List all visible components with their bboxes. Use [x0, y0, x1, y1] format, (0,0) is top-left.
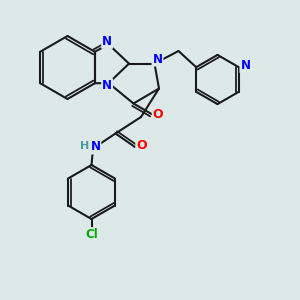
Text: O: O	[153, 107, 164, 121]
Text: N: N	[90, 140, 100, 154]
Text: N: N	[102, 35, 112, 48]
Text: N: N	[240, 59, 250, 72]
Text: Cl: Cl	[85, 228, 98, 241]
Text: N: N	[102, 79, 112, 92]
Text: N: N	[152, 52, 163, 66]
Text: H: H	[80, 141, 89, 151]
Text: O: O	[136, 139, 147, 152]
